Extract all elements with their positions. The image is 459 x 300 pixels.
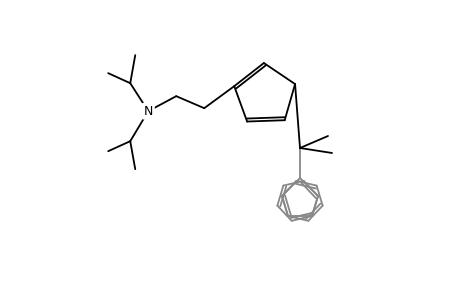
Text: N: N [143, 105, 152, 118]
